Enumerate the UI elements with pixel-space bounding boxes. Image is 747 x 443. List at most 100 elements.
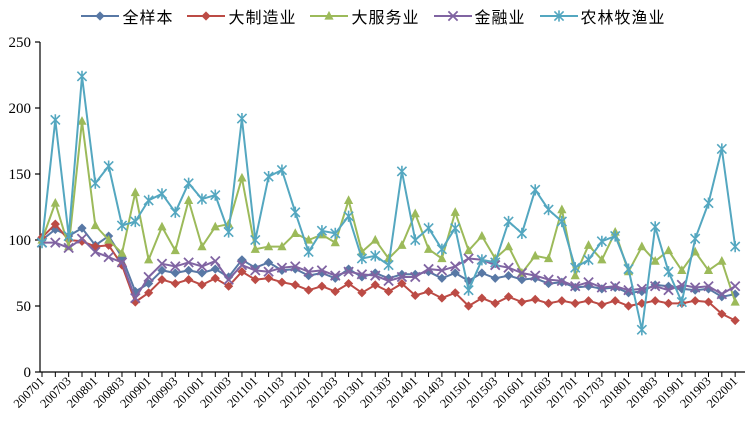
point-agriculture: [330, 227, 341, 239]
point-manufacturing: [517, 297, 527, 307]
point-finance: [529, 270, 541, 281]
point-services: [383, 253, 394, 263]
point-agriculture: [423, 222, 434, 234]
point-services: [650, 256, 660, 265]
point-finance: [156, 258, 168, 269]
point-finance: [449, 261, 461, 272]
point-services: [277, 241, 287, 251]
point-finance: [663, 284, 674, 296]
point-finance: [143, 271, 154, 283]
point-manufacturing: [623, 301, 634, 311]
point-agriculture: [543, 204, 554, 216]
point-finance: [343, 266, 354, 277]
point-full-sample: [77, 223, 87, 233]
point-manufacturing: [463, 301, 474, 311]
y-tick-label: 50: [16, 299, 31, 315]
point-full-sample: [304, 271, 314, 281]
point-finance: [503, 262, 514, 273]
point-services: [450, 207, 460, 216]
point-full-sample: [250, 263, 260, 273]
point-manufacturing: [290, 280, 300, 290]
point-agriculture: [183, 177, 194, 189]
point-agriculture: [156, 188, 168, 200]
point-finance: [383, 275, 394, 287]
point-manufacturing: [663, 298, 674, 308]
point-agriculture: [276, 164, 288, 176]
point-services: [397, 240, 407, 249]
x-tick-label: 202001: [704, 374, 740, 410]
point-finance: [543, 274, 554, 285]
point-services: [264, 241, 274, 251]
point-full-sample: [637, 286, 647, 297]
point-finance: [290, 261, 301, 272]
point-manufacturing: [650, 296, 660, 306]
point-finance: [410, 271, 421, 283]
point-services: [423, 244, 434, 253]
point-finance: [649, 280, 661, 292]
legend-label-finance: 金融业: [474, 10, 526, 27]
point-services: [50, 197, 60, 207]
point-manufacturing: [157, 275, 167, 285]
point-full-sample: [450, 268, 460, 278]
point-agriculture: [729, 241, 741, 253]
y-tick-label: 200: [9, 101, 32, 117]
point-services: [197, 241, 207, 251]
point-manufacturing: [317, 281, 327, 291]
point-agriculture: [570, 262, 581, 274]
point-manufacturing: [250, 275, 260, 285]
point-manufacturing: [557, 296, 567, 306]
series-manufacturing: [37, 219, 740, 326]
point-manufacturing: [583, 296, 594, 306]
point-manufacturing: [503, 292, 514, 302]
point-manufacturing: [304, 285, 314, 295]
point-agriculture: [383, 259, 394, 271]
point-agriculture: [303, 246, 314, 258]
point-agriculture: [263, 171, 274, 183]
point-agriculture: [63, 230, 74, 242]
point-services: [184, 195, 194, 204]
point-services: [597, 254, 607, 264]
point-services: [717, 256, 727, 265]
point-finance: [330, 270, 341, 281]
point-finance: [569, 280, 581, 292]
point-agriculture: [530, 184, 541, 196]
point-manufacturing: [570, 298, 580, 308]
legend-item-finance: 金融业: [433, 4, 526, 28]
point-agriculture: [410, 234, 421, 246]
point-finance: [356, 269, 368, 280]
point-manufacturing: [144, 288, 154, 298]
point-agriculture: [130, 215, 141, 228]
point-agriculture: [463, 284, 474, 296]
legend-label-full-sample: 全样本: [122, 10, 174, 27]
point-manufacturing: [530, 294, 540, 304]
point-manufacturing: [370, 280, 380, 290]
point-services: [144, 254, 154, 264]
point-full-sample: [357, 272, 367, 282]
point-finance: [396, 271, 408, 283]
point-finance: [583, 277, 594, 288]
legend-label-services: 大服务业: [351, 10, 420, 27]
point-agriculture: [450, 222, 461, 234]
point-services: [463, 245, 474, 255]
point-finance: [76, 233, 88, 244]
point-full-sample: [343, 264, 354, 274]
point-services: [543, 253, 554, 263]
point-manufacturing: [730, 315, 740, 326]
point-services: [530, 250, 540, 260]
point-manufacturing: [210, 273, 220, 283]
point-manufacturing: [197, 280, 207, 290]
point-finance: [370, 270, 381, 281]
point-manufacturing: [543, 298, 554, 308]
point-services: [637, 241, 647, 251]
point-services: [104, 234, 114, 244]
point-agriculture: [650, 221, 661, 233]
point-services: [330, 237, 340, 247]
point-full-sample: [264, 257, 274, 268]
point-manufacturing: [597, 300, 607, 310]
y-tick-label: 250: [9, 35, 32, 51]
point-finance: [689, 282, 701, 293]
point-full-sample: [690, 285, 700, 295]
point-services: [663, 245, 674, 255]
y-tick-label: 100: [9, 233, 32, 249]
